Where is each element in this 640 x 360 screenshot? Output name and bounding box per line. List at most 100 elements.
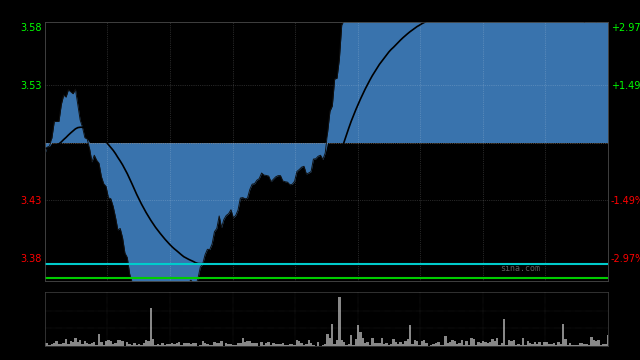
Bar	[189, 343, 192, 346]
Bar	[333, 344, 336, 346]
Bar	[220, 341, 223, 346]
Bar	[145, 340, 147, 346]
Bar	[298, 341, 300, 346]
Bar	[461, 340, 463, 346]
Bar	[362, 338, 364, 346]
Bar	[310, 343, 312, 346]
Bar	[308, 340, 310, 346]
Bar	[555, 345, 557, 346]
Bar	[602, 343, 604, 346]
Bar	[572, 345, 574, 346]
Bar	[360, 332, 362, 346]
Bar	[237, 343, 239, 346]
Bar	[402, 344, 404, 346]
Bar	[449, 342, 451, 346]
Bar	[579, 343, 581, 346]
Bar	[581, 343, 583, 346]
Bar	[88, 344, 91, 346]
Bar	[105, 341, 108, 346]
Bar	[74, 338, 77, 346]
Bar	[404, 341, 406, 346]
Bar	[406, 339, 409, 346]
Bar	[173, 344, 175, 346]
Bar	[390, 345, 392, 346]
Bar	[166, 344, 168, 346]
Bar	[324, 345, 326, 346]
Bar	[381, 338, 383, 346]
Bar	[538, 342, 541, 346]
Bar	[49, 345, 51, 346]
Bar	[499, 345, 500, 346]
Bar	[442, 345, 444, 346]
Bar	[72, 342, 74, 346]
Bar	[522, 338, 524, 346]
Bar	[53, 342, 56, 346]
Bar	[574, 345, 576, 346]
Bar	[246, 341, 248, 346]
Bar	[376, 343, 378, 346]
Bar	[209, 345, 211, 346]
Bar	[182, 343, 185, 346]
Bar	[569, 343, 572, 346]
Bar	[355, 338, 357, 346]
Bar	[270, 345, 272, 346]
Bar	[159, 345, 161, 346]
Bar	[550, 344, 552, 346]
Bar	[256, 343, 258, 346]
Bar	[168, 343, 171, 346]
Bar	[143, 343, 145, 346]
Bar	[109, 341, 112, 346]
Bar	[122, 342, 124, 346]
Bar	[529, 343, 531, 346]
Bar	[548, 344, 550, 346]
Bar	[303, 345, 305, 346]
Bar	[202, 341, 204, 346]
Bar	[463, 345, 465, 346]
Bar	[300, 343, 303, 346]
Bar	[275, 345, 277, 346]
Bar	[239, 343, 241, 346]
Bar	[192, 343, 195, 346]
Bar	[451, 340, 454, 346]
Bar	[419, 345, 420, 346]
Bar	[140, 345, 143, 346]
Bar	[374, 343, 376, 346]
Bar	[607, 335, 609, 346]
Bar	[225, 343, 227, 346]
Bar	[500, 343, 503, 346]
Bar	[513, 339, 515, 346]
Bar	[204, 343, 206, 346]
Bar	[322, 345, 324, 346]
Bar	[265, 343, 268, 346]
Bar	[444, 337, 447, 346]
Bar	[317, 342, 319, 346]
Bar	[60, 344, 63, 346]
Bar	[115, 343, 116, 346]
Bar	[503, 319, 506, 346]
Bar	[536, 344, 538, 346]
Bar	[129, 344, 131, 346]
Bar	[423, 340, 426, 346]
Bar	[590, 337, 593, 346]
Bar	[253, 343, 256, 346]
Bar	[44, 343, 46, 346]
Bar	[409, 325, 412, 346]
Bar	[56, 341, 58, 346]
Bar	[604, 345, 607, 346]
Bar	[369, 345, 371, 346]
Bar	[437, 342, 440, 346]
Bar	[588, 345, 590, 346]
Bar	[340, 340, 343, 346]
Bar	[178, 342, 180, 346]
Bar	[241, 338, 244, 346]
Bar	[157, 343, 159, 346]
Bar	[454, 341, 456, 346]
Bar	[416, 341, 419, 346]
Bar	[338, 297, 340, 346]
Bar	[456, 345, 458, 346]
Bar	[348, 344, 350, 346]
Bar	[492, 339, 493, 346]
Bar	[161, 343, 164, 346]
Bar	[545, 342, 548, 346]
Bar	[199, 345, 202, 346]
